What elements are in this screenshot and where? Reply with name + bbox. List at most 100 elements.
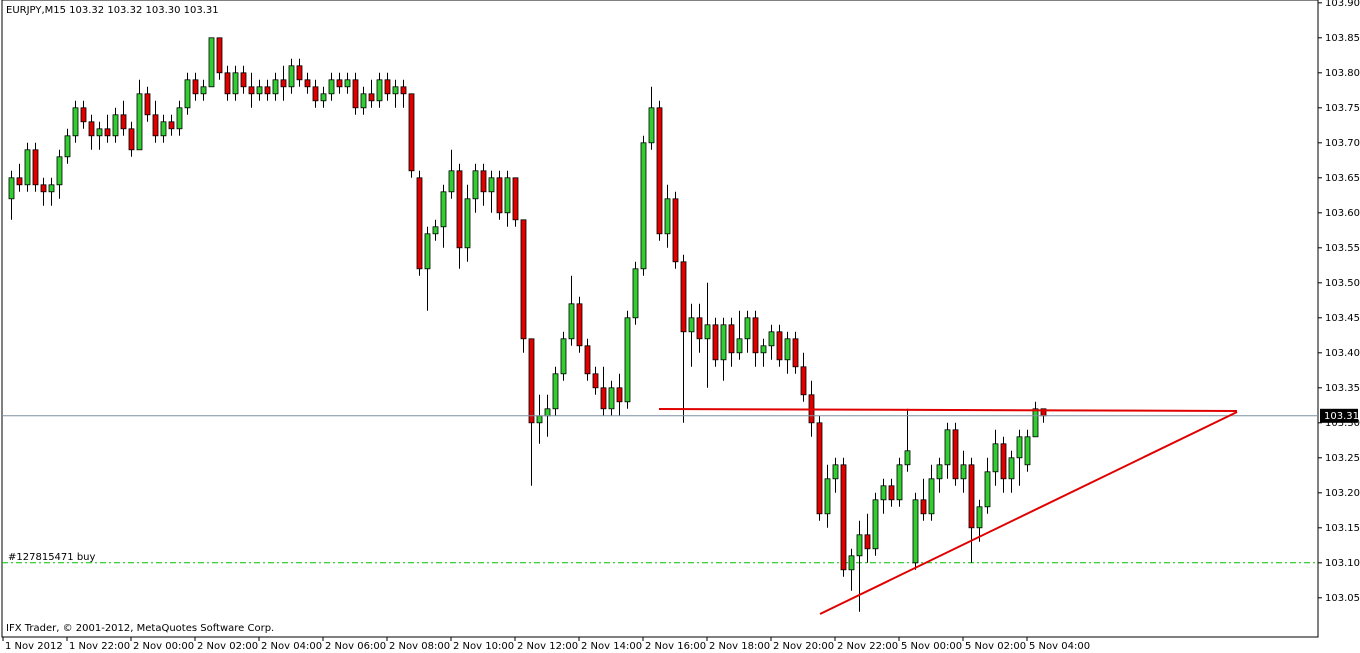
- x-tick-label: 2 Nov 10:00: [453, 641, 514, 652]
- candle-body: [160, 121, 167, 137]
- candle-body: [408, 93, 415, 172]
- candle-body: [392, 86, 399, 95]
- y-tick-label: 103.15: [1325, 523, 1360, 534]
- candle-body: [544, 408, 551, 417]
- y-tick-label: 103.30: [1325, 418, 1360, 429]
- candle-body: [280, 79, 287, 88]
- candle-body: [456, 170, 463, 249]
- candle-body: [272, 79, 279, 95]
- candle-body: [112, 114, 119, 137]
- candle-body: [312, 86, 319, 102]
- candle-body: [152, 114, 159, 137]
- plot-area: [1, 0, 1319, 638]
- y-tick-label: 103.55: [1325, 243, 1360, 254]
- candle-body: [24, 149, 31, 186]
- candle-body: [1032, 408, 1039, 438]
- candle-body: [520, 219, 527, 340]
- candle-body: [712, 324, 719, 361]
- candle-body: [104, 128, 111, 137]
- candle-body: [952, 429, 959, 480]
- candle-body: [488, 177, 495, 193]
- x-tick-label: 5 Nov 04:00: [1029, 641, 1090, 652]
- candle-body: [720, 324, 727, 361]
- candle-body: [304, 79, 311, 88]
- candle-body: [568, 303, 575, 340]
- candle-body: [448, 170, 455, 193]
- candle-body: [264, 86, 271, 95]
- candle-body: [872, 499, 879, 550]
- candle-body: [944, 429, 951, 466]
- candle-body: [744, 317, 751, 340]
- candle-body: [232, 72, 239, 95]
- footer: IFX Trader, © 2001-2012, MetaQuotes Soft…: [6, 623, 274, 634]
- y-tick-label: 103.35: [1325, 383, 1360, 394]
- candle-body: [472, 170, 479, 200]
- candle-body: [696, 317, 703, 340]
- y-tick-label: 103.25: [1325, 453, 1360, 464]
- candle-body: [504, 177, 511, 214]
- candle-body: [688, 317, 695, 333]
- candle-body: [800, 366, 807, 396]
- candle-body: [56, 156, 63, 186]
- candle-body: [344, 79, 351, 88]
- candle-body: [184, 79, 191, 109]
- y-tick-label: 103.75: [1325, 103, 1360, 114]
- candle-body: [664, 198, 671, 235]
- candle-body: [336, 79, 343, 88]
- trendline-rising: [819, 411, 1238, 615]
- candle-body: [560, 338, 567, 375]
- candle-body: [856, 534, 863, 557]
- x-tick-label: 2 Nov 18:00: [709, 641, 770, 652]
- candle-body: [728, 324, 735, 354]
- x-tick-label: 2 Nov 22:00: [837, 641, 898, 652]
- candle-body: [784, 338, 791, 361]
- x-tick-label: 2 Nov 04:00: [261, 641, 322, 652]
- candle-body: [120, 114, 127, 130]
- candle-body: [352, 79, 359, 109]
- candle-body: [400, 86, 407, 95]
- candle-body: [256, 86, 263, 95]
- candle-body: [208, 37, 215, 88]
- candle-body: [768, 331, 775, 347]
- candle-body: [584, 345, 591, 375]
- candle-body: [592, 373, 599, 389]
- candle-body: [464, 198, 471, 249]
- candle-body: [424, 233, 431, 270]
- order-label: #127815471 buy: [8, 552, 96, 563]
- candle-body: [848, 555, 855, 571]
- candle-body: [640, 142, 647, 270]
- candle-body: [16, 177, 23, 186]
- candle-body: [40, 184, 47, 193]
- x-tick-label: 2 Nov 00:00: [133, 641, 194, 652]
- candle-body: [792, 338, 799, 368]
- candle-body: [416, 177, 423, 270]
- y-tick-label: 103.90: [1325, 0, 1360, 9]
- candle-body: [440, 191, 447, 228]
- candle-body: [888, 485, 895, 501]
- y-tick-label: 103.80: [1325, 68, 1360, 79]
- candle-body: [912, 499, 919, 564]
- x-tick-label: 2 Nov 08:00: [389, 641, 450, 652]
- candle-body: [216, 37, 223, 74]
- candle-body: [512, 177, 519, 221]
- candle-body: [920, 499, 927, 515]
- candle-body: [928, 478, 935, 515]
- candle-body: [968, 464, 975, 529]
- candle-body: [600, 387, 607, 410]
- candle-body: [984, 471, 991, 508]
- candle-body: [8, 177, 15, 200]
- candle-body: [296, 65, 303, 81]
- candle-body: [840, 464, 847, 571]
- current-price-box: [1320, 408, 1358, 423]
- x-tick-label: 5 Nov 00:00: [901, 641, 962, 652]
- x-tick-label: 2 Nov 16:00: [645, 641, 706, 652]
- candle-body: [536, 415, 543, 424]
- x-tick-label: 1 Nov 2012: [5, 641, 63, 652]
- y-tick-label: 103.05: [1325, 593, 1360, 604]
- candle-body: [224, 72, 231, 95]
- candle-body: [480, 170, 487, 193]
- candle-body: [608, 387, 615, 410]
- candle-body: [64, 135, 71, 158]
- candle-body: [760, 345, 767, 354]
- y-tick-label: 103.20: [1325, 488, 1360, 499]
